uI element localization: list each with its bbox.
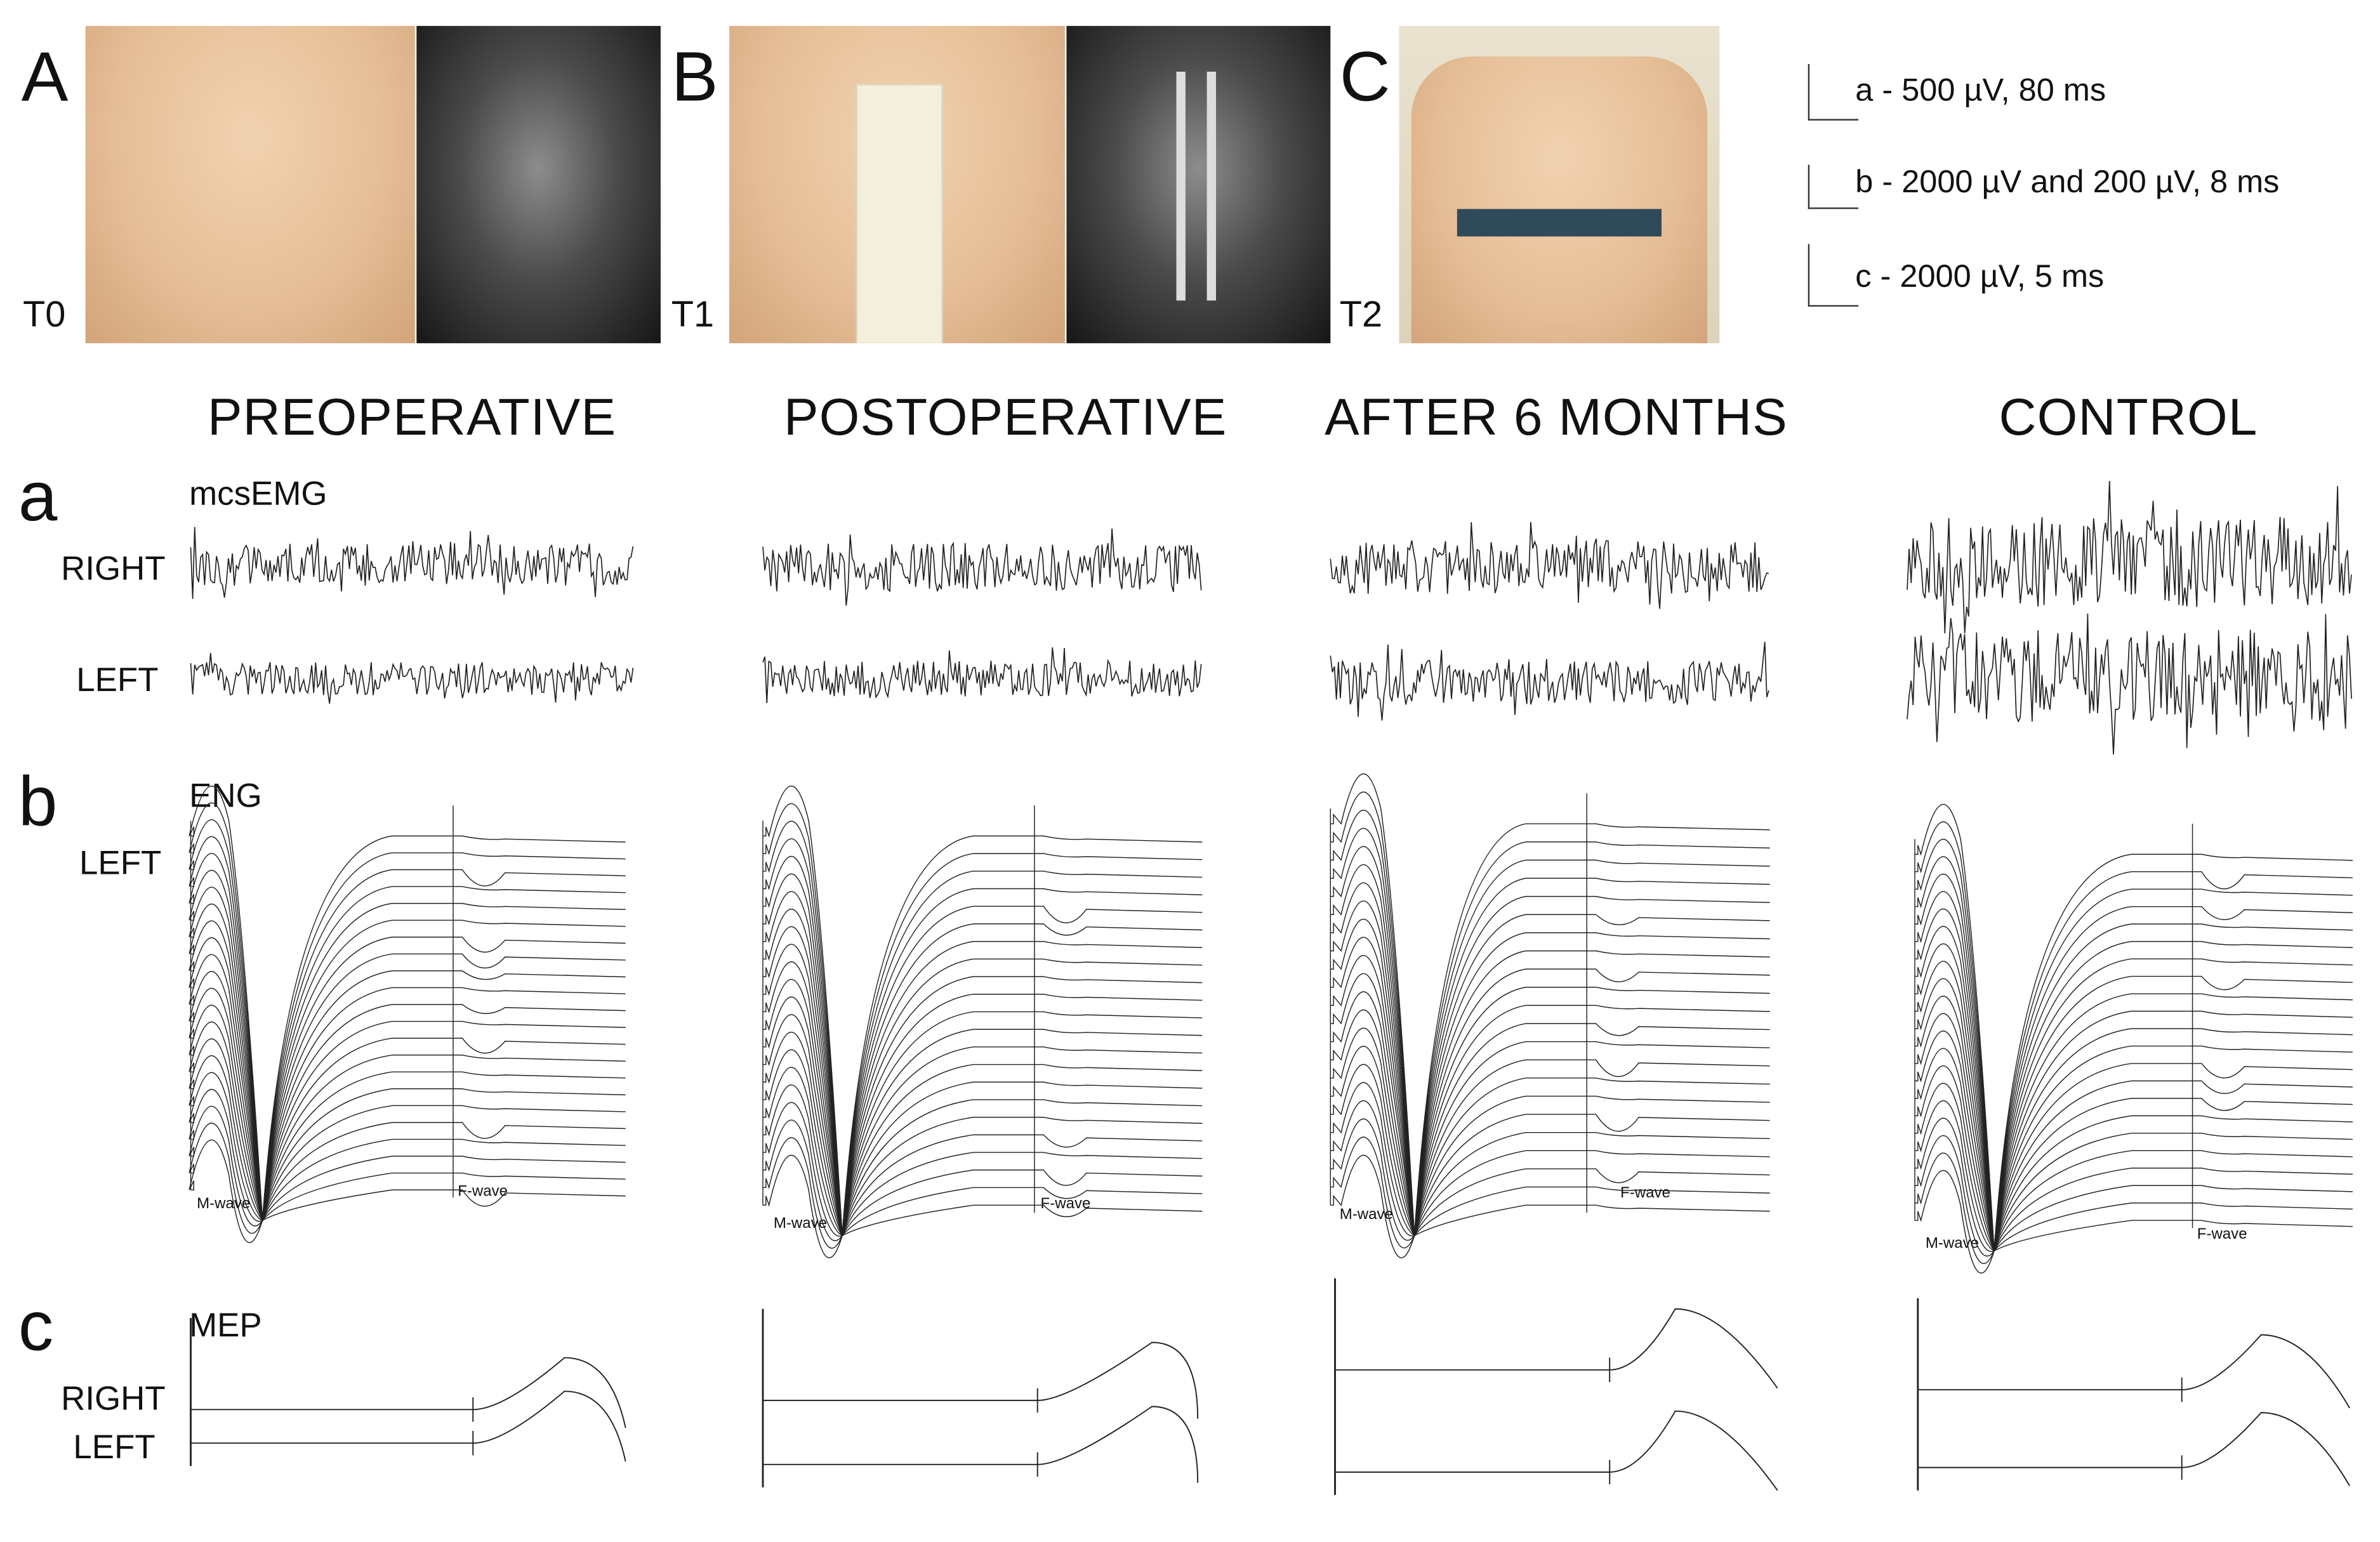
eng-trace-control [1915, 1065, 2353, 1253]
eng-trace-preoperative [188, 1038, 626, 1222]
mep-trace-right-preoperative [190, 1357, 626, 1428]
timepoint-t1: T1 [671, 294, 715, 336]
eng-trace-preoperative [188, 1123, 626, 1234]
eng-trace-postoperative [763, 996, 1203, 1236]
eng-trace-preoperative [188, 1072, 626, 1222]
eng-trace-after-6-months [1330, 846, 1770, 1236]
mep-trace-right-after-6-months [1335, 1308, 1778, 1389]
row-letter-a: a [18, 456, 58, 536]
scale-legend-b: b - 2000 µV and 200 µV, 8 ms [1855, 164, 2280, 200]
photo-back-6-months [1399, 25, 1720, 343]
eng-trace-preoperative [188, 971, 626, 1221]
eng-trace-after-6-months [1330, 1100, 1770, 1237]
emg-trace-left-postoperative [762, 647, 1202, 704]
eng-trace-after-6-months [1330, 1082, 1770, 1237]
eng-trace-postoperative [763, 1119, 1203, 1241]
panel-letter-a: A [21, 36, 69, 116]
eng-trace-after-6-months [1330, 1046, 1770, 1237]
column-header-control: CONTROL [1999, 389, 2258, 447]
row-letter-c: c [18, 1286, 54, 1366]
eng-trace-postoperative [763, 1049, 1203, 1237]
eng-trace-postoperative [763, 1067, 1203, 1237]
mcsemg-label: mcsEMG [189, 474, 327, 513]
row-c-left-label: LEFT [73, 1428, 155, 1466]
column-header-postoperative: POSTOPERATIVE [783, 389, 1227, 447]
eng-trace-postoperative [763, 1031, 1203, 1236]
rod-right [1207, 71, 1216, 301]
f-wave-label-4: F-wave [2197, 1226, 2247, 1244]
emg-trace-right-after-6-months [1330, 522, 1769, 609]
eng-trace-control [1915, 1100, 2353, 1252]
panel-letter-b: B [671, 36, 718, 116]
scale-bar-b [1808, 164, 1859, 209]
eng-trace-control [1915, 1083, 2353, 1252]
scale-legend-c: c - 2000 µV, 5 ms [1855, 259, 2105, 294]
mep-trace-left-preoperative [190, 1390, 626, 1462]
eng-trace-preoperative [188, 1055, 626, 1222]
panel-letter-c: C [1339, 36, 1391, 116]
eng-trace-preoperative [188, 1005, 626, 1221]
mep-trace-left-postoperative [763, 1406, 1199, 1483]
emg-trace-left-preoperative [190, 652, 634, 704]
scale-bar-c [1808, 244, 1859, 307]
emg-trace-right-postoperative [762, 528, 1202, 606]
eng-trace-postoperative [763, 1102, 1203, 1237]
rod-left [1176, 71, 1186, 301]
row-a-right-label: RIGHT [61, 549, 166, 588]
eng-trace-control [1915, 1135, 2353, 1257]
eng-trace-after-6-months [1330, 1027, 1770, 1236]
eng-trace-postoperative [763, 1084, 1203, 1237]
timepoint-t0: T0 [23, 294, 66, 336]
eng-trace-control [1915, 1031, 2353, 1251]
back [1411, 56, 1708, 343]
eng-trace-preoperative [188, 1139, 626, 1243]
mep-trace-left-after-6-months [1335, 1410, 1778, 1491]
mep-trace-left-control [1917, 1412, 2350, 1486]
emg-trace-left-after-6-months [1330, 642, 1769, 721]
eng-trace-preoperative [188, 1089, 626, 1222]
eng-trace-after-6-months [1330, 1154, 1770, 1258]
eng-trace-postoperative [763, 1014, 1203, 1236]
emg-trace-right-control [1907, 480, 2352, 634]
row-b-left-label: LEFT [79, 843, 162, 882]
scale-legend-a: a - 500 µV, 80 ms [1855, 73, 2106, 109]
photo-back-postoperative [729, 25, 1065, 343]
column-header-preoperative: PREOPERATIVE [207, 389, 617, 447]
dressing [856, 84, 943, 343]
eng-trace-after-6-months [1330, 955, 1770, 1236]
photo-back-preoperative [85, 25, 415, 343]
eng-trace-control [1915, 1117, 2353, 1253]
mep-trace-right-control [1917, 1334, 2350, 1409]
emg-trace-right-preoperative [190, 527, 634, 599]
row-letter-b: b [18, 761, 58, 841]
emg-trace-left-control [1907, 613, 2352, 755]
bra-strap [1457, 209, 1662, 237]
column-header-after-6-months: AFTER 6 MONTHS [1325, 389, 1788, 447]
eng-trace-control [1915, 1152, 2353, 1264]
mep-label: MEP [189, 1305, 262, 1344]
eng-trace-control [1915, 978, 2353, 1251]
eng-trace-after-6-months [1330, 991, 1770, 1236]
timepoint-t2: T2 [1339, 294, 1383, 336]
eng-trace-after-6-months [1330, 1118, 1770, 1241]
eng-trace-preoperative [188, 1105, 626, 1227]
scale-bar-a [1808, 63, 1859, 121]
f-wave-label-3: F-wave [1620, 1185, 1670, 1203]
mep-trace-right-postoperative [763, 1341, 1199, 1419]
eng-trace-preoperative [188, 1021, 626, 1223]
row-a-left-label: LEFT [76, 660, 159, 699]
eng-trace-control [1915, 1170, 2353, 1274]
f-wave-label-1: F-wave [458, 1183, 508, 1201]
row-c-right-label: RIGHT [61, 1379, 166, 1418]
eng-trace-preoperative [188, 886, 626, 1221]
eng-trace-postoperative [763, 1154, 1203, 1258]
xray-preoperative [416, 25, 661, 343]
xray-postoperative [1066, 25, 1331, 343]
eng-trace-postoperative [763, 1137, 1203, 1249]
eng-trace-after-6-months [1330, 1137, 1770, 1249]
